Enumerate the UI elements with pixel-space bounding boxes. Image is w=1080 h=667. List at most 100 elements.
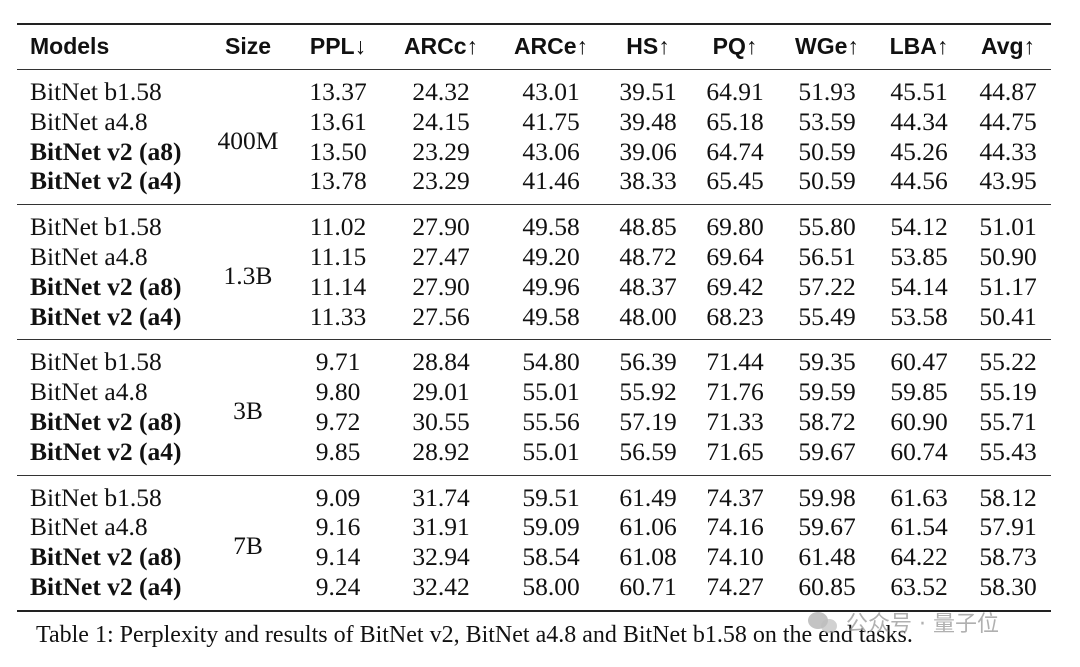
metric-value-cell: 57.22 — [798, 271, 856, 301]
metric-value-cell: 51.17 — [979, 271, 1037, 301]
watermark-text: 公众号 · 量子位 — [846, 612, 999, 637]
model-name-cell: BitNet v2 (a8) — [30, 136, 182, 166]
metric-value-cell: 27.90 — [412, 271, 470, 301]
metric-value-cell: 55.49 — [798, 301, 856, 331]
metric-value-cell: 44.75 — [979, 106, 1037, 136]
metric-value-cell: 43.06 — [522, 136, 580, 166]
metric-value-cell: 56.51 — [798, 241, 856, 271]
metric-value-cell: 9.09 — [315, 482, 361, 512]
metric-value-cell: 59.85 — [890, 377, 948, 407]
metric-value-cell: 60.47 — [890, 347, 948, 377]
metric-value-cell: 61.48 — [798, 542, 856, 572]
table-header: Models Size PPL↓ ARCc↑ ARCe↑ HS↑ PQ↑ WGe… — [17, 24, 1051, 70]
metric-value-cell: 41.46 — [522, 166, 580, 196]
metric-value-cell: 27.90 — [412, 212, 470, 242]
metric-value-cell: 71.44 — [706, 347, 764, 377]
metric-value-cell: 59.35 — [798, 347, 856, 377]
results-table: Models Size PPL↓ ARCc↑ ARCe↑ HS↑ PQ↑ WGe… — [17, 23, 1051, 612]
metric-value-cell: 32.94 — [412, 542, 470, 572]
metric-value-cell: 44.87 — [979, 77, 1037, 106]
model-name-cell: BitNet b1.58 — [30, 482, 162, 512]
table-row: BitNet a4.8 9.80 29.01 55.01 55.92 71.76 59.59… — [17, 377, 1051, 407]
header-cell: PQ↑ — [712, 33, 758, 60]
metric-value-cell: 59.59 — [798, 377, 856, 407]
metric-value-cell: 44.56 — [890, 166, 948, 196]
metric-value-cell: 58.00 — [522, 571, 580, 601]
metric-value-cell: 59.51 — [522, 482, 580, 512]
table-row: BitNet a4.8 11.15 27.47 49.20 48.72 69.64 56.5… — [17, 242, 1051, 272]
metric-value-cell: 55.22 — [979, 347, 1037, 377]
metric-value-cell: 23.29 — [412, 166, 470, 196]
metric-value-cell: 59.98 — [798, 482, 856, 512]
metric-value-cell: 64.74 — [706, 136, 764, 166]
metric-value-cell: 51.01 — [979, 212, 1037, 242]
table-row: BitNet v2 (a8) 11.14 27.90 49.96 48.37 69.42 5… — [17, 272, 1051, 302]
metric-value-cell: 57.19 — [619, 406, 677, 436]
header-cell: PPL↓ — [309, 33, 367, 60]
metric-value-cell: 55.92 — [619, 377, 677, 407]
metric-value-cell: 30.55 — [412, 406, 470, 436]
metric-value-cell: 74.10 — [706, 542, 764, 572]
table-row: BitNet v2 (a4) 13.78 23.29 41.46 38.33 65.45 5… — [17, 166, 1051, 204]
metric-value-cell: 74.16 — [706, 512, 764, 542]
header-cell: ARCe↑ — [513, 33, 589, 60]
model-name-cell: BitNet v2 (a4) — [30, 301, 182, 331]
metric-value-cell: 49.20 — [522, 241, 580, 271]
metric-value-cell: 44.34 — [890, 106, 948, 136]
header-row: Models Size PPL↓ ARCc↑ ARCe↑ HS↑ PQ↑ WGe… — [17, 24, 1051, 70]
metric-value-cell: 11.14 — [309, 271, 367, 301]
metric-value-cell: 29.01 — [412, 377, 470, 407]
metric-value-cell: 50.41 — [979, 301, 1037, 331]
model-size-cell: 400M — [217, 125, 279, 155]
metric-value-cell: 24.32 — [412, 77, 470, 106]
metric-value-cell: 53.58 — [890, 301, 948, 331]
metric-value-cell: 45.51 — [890, 77, 948, 106]
metric-value-cell: 61.54 — [890, 512, 948, 542]
metric-value-cell: 74.27 — [706, 571, 764, 601]
model-name-cell: BitNet v2 (a8) — [30, 271, 182, 301]
metric-value-cell: 56.39 — [619, 347, 677, 377]
table-group: BitNet b1.58 3B 9.71 28.84 54.80 56.39 71.44 59… — [17, 340, 1051, 476]
metric-value-cell: 50.59 — [798, 166, 856, 196]
metric-value-cell: 55.19 — [979, 377, 1037, 407]
metric-value-cell: 64.91 — [706, 77, 764, 106]
metric-value-cell: 9.16 — [315, 512, 361, 542]
table-row: BitNet a4.8 9.16 31.91 59.09 61.06 74.16 59.67… — [17, 512, 1051, 542]
metric-value-cell: 58.30 — [979, 571, 1037, 601]
metric-value-cell: 59.09 — [522, 512, 580, 542]
watermark: 公众号 · 量子位 — [808, 606, 999, 638]
model-name-cell: BitNet a4.8 — [30, 106, 148, 136]
metric-value-cell: 58.54 — [522, 542, 580, 572]
metric-value-cell: 28.84 — [412, 347, 470, 377]
metric-value-cell: 38.33 — [619, 166, 677, 196]
metric-value-cell: 9.72 — [315, 406, 361, 436]
metric-value-cell: 58.73 — [979, 542, 1037, 572]
table-row: BitNet b1.58 1.3B 11.02 27.90 49.58 48.85 69.8… — [17, 205, 1051, 290]
model-name-cell: BitNet a4.8 — [30, 377, 148, 407]
table-row: BitNet b1.58 7B 9.09 31.74 59.51 61.49 74.37 59… — [17, 475, 1051, 561]
table-caption: Table 1: Perplexity and results of BitNe… — [36, 622, 913, 648]
metric-value-cell: 55.71 — [979, 406, 1037, 436]
metric-value-cell: 69.80 — [706, 212, 764, 242]
metric-value-cell: 11.15 — [309, 241, 367, 271]
metric-value-cell: 65.18 — [706, 106, 764, 136]
table-group: BitNet b1.58 7B 9.09 31.74 59.51 61.49 74.37 59… — [17, 475, 1051, 611]
header-cell: LBA↑ — [889, 33, 949, 60]
metric-value-cell: 9.24 — [315, 571, 361, 601]
table-row: BitNet v2 (a4) 9.24 32.42 58.00 60.71 74.27 60… — [17, 572, 1051, 611]
metric-value-cell: 48.72 — [619, 241, 677, 271]
metric-value-cell: 9.14 — [315, 542, 361, 572]
metric-value-cell: 28.92 — [412, 436, 470, 466]
metric-value-cell: 9.71 — [315, 347, 361, 377]
metric-value-cell: 11.02 — [309, 212, 367, 242]
metric-value-cell: 56.59 — [619, 436, 677, 466]
metric-value-cell: 54.80 — [522, 347, 580, 377]
metric-value-cell: 60.71 — [619, 571, 677, 601]
metric-value-cell: 55.01 — [522, 436, 580, 466]
metric-value-cell: 24.15 — [412, 106, 470, 136]
metric-value-cell: 59.67 — [798, 436, 856, 466]
model-name-cell: BitNet v2 (a4) — [30, 571, 182, 601]
metric-value-cell: 9.80 — [315, 377, 361, 407]
metric-value-cell: 43.95 — [979, 166, 1037, 196]
